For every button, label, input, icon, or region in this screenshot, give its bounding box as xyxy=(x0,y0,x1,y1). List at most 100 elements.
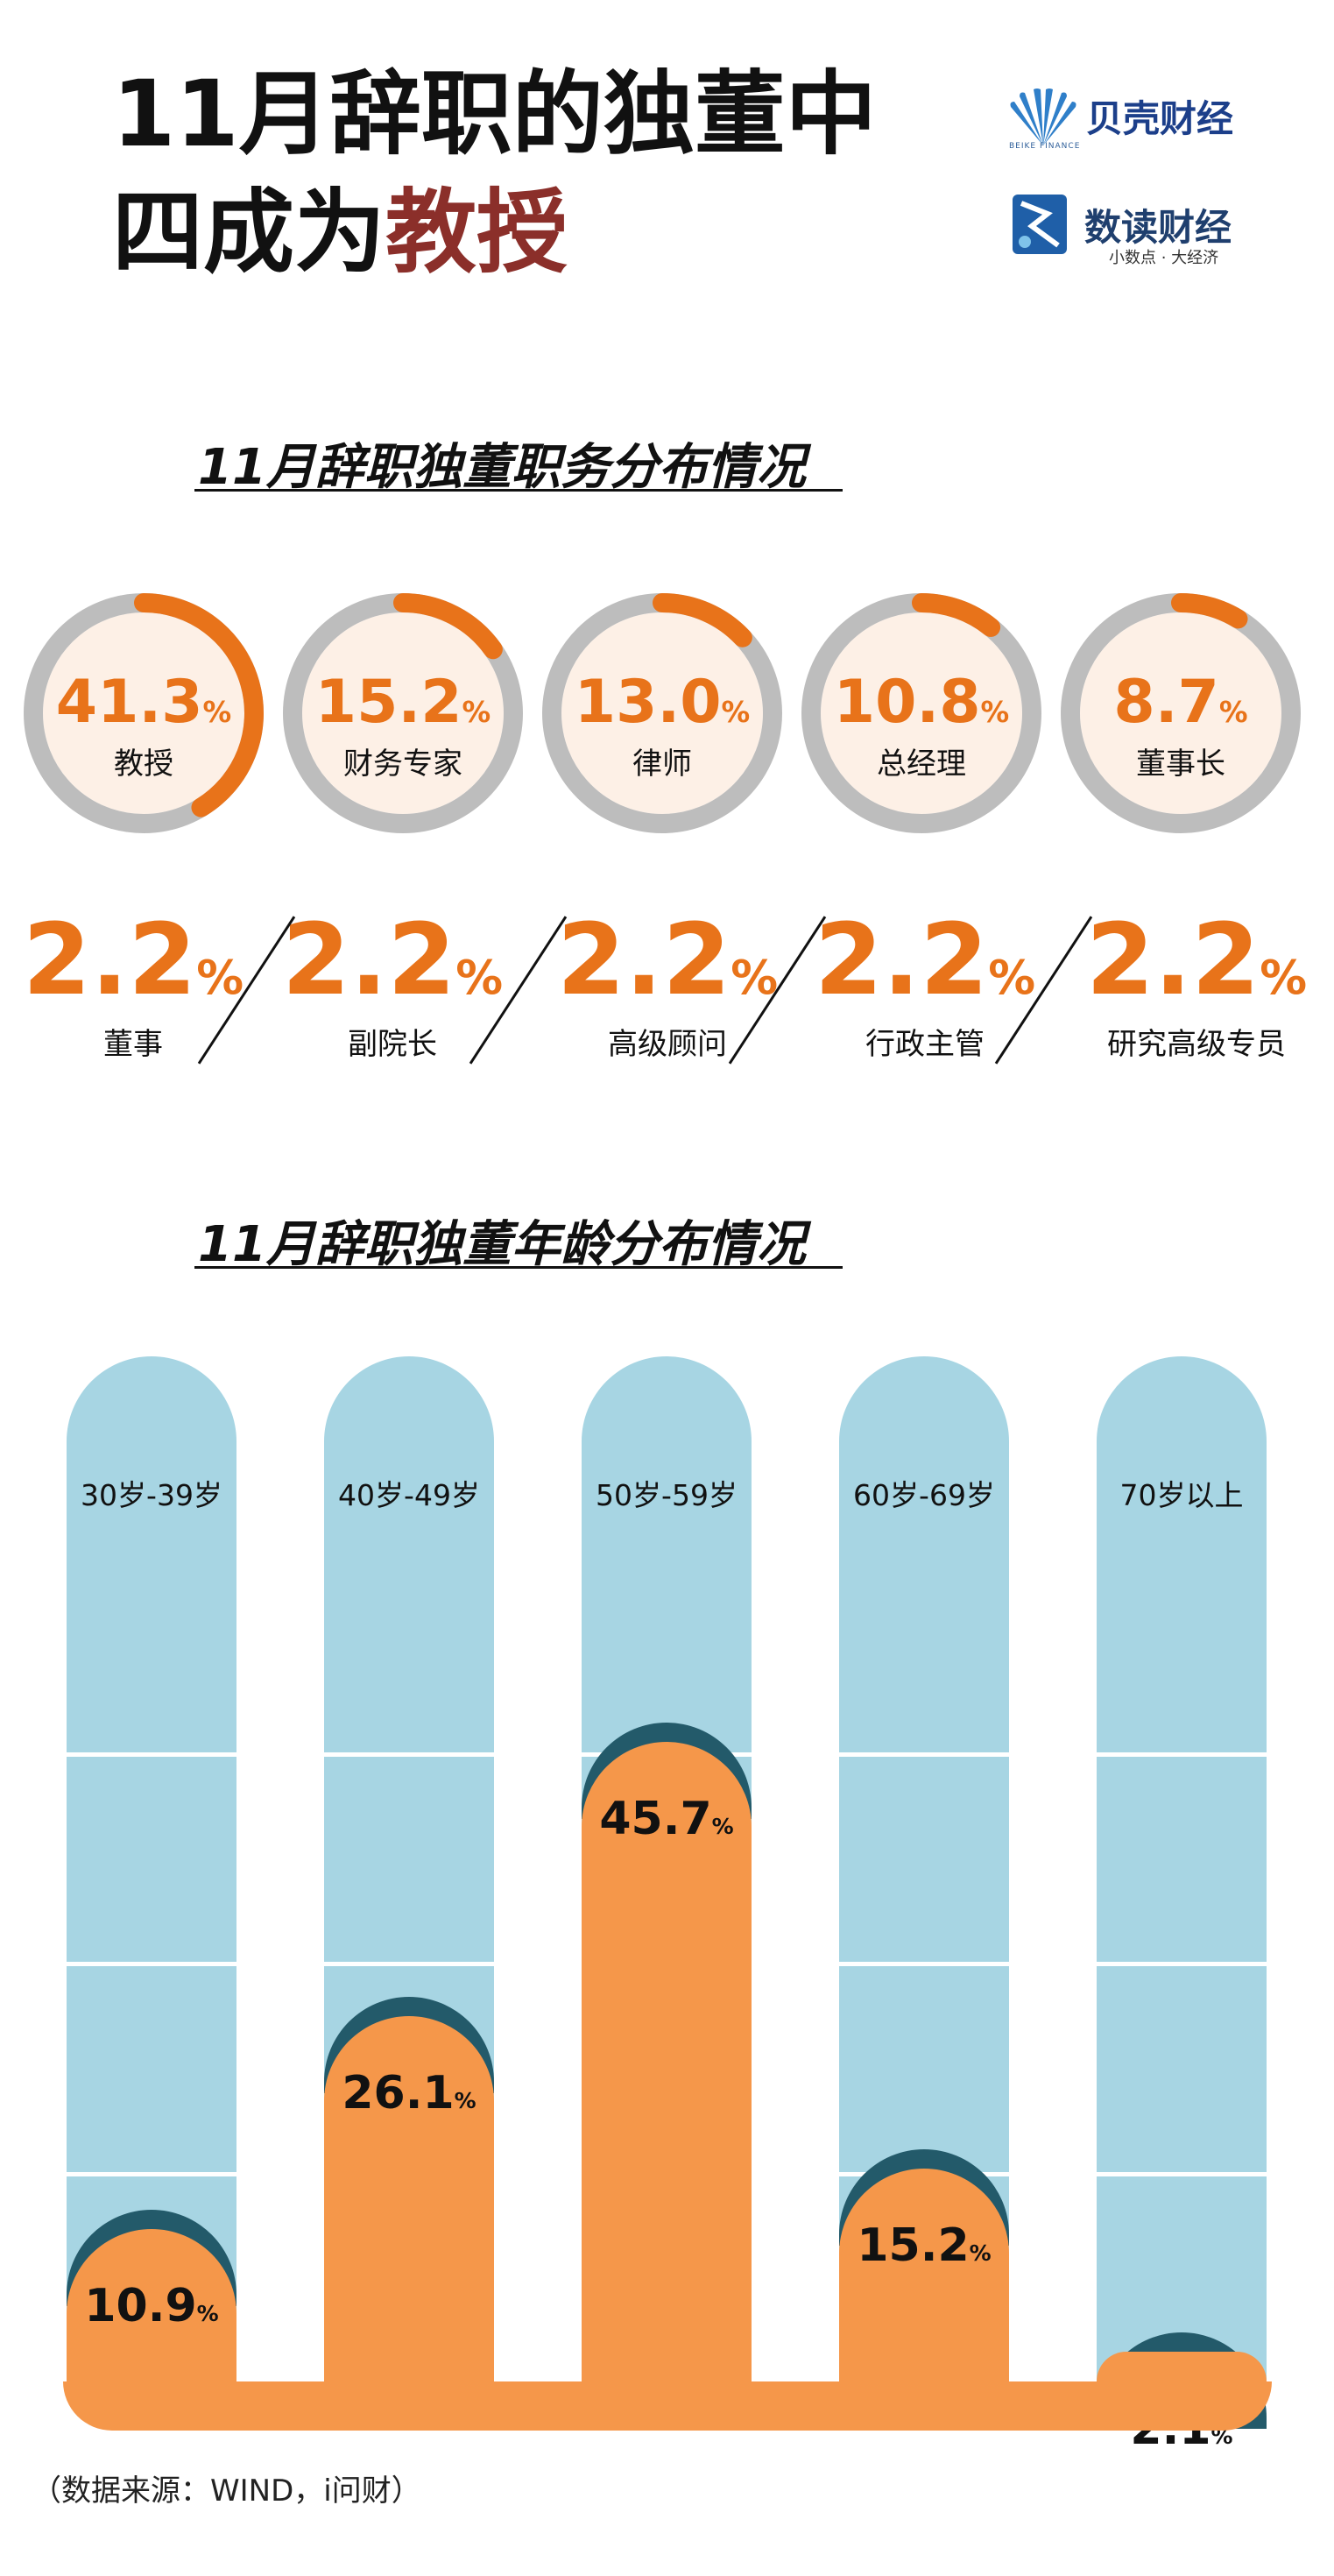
pie-slice-4 xyxy=(912,593,1001,637)
slice-category-label: 高级顾问 xyxy=(608,1027,727,1062)
section-title-positions: 11月辞职独董职务分布情况 xyxy=(198,439,806,496)
bar-value-label: 45.7% xyxy=(573,1796,760,1842)
slice-value-label: 2.2% xyxy=(279,911,506,1009)
slice-value-label: 2.2% xyxy=(811,911,1039,1009)
gridline xyxy=(839,1962,1009,1967)
gridline xyxy=(67,1962,236,1967)
slice-value-unit: % xyxy=(721,696,751,729)
bar-3 xyxy=(582,1742,752,2381)
slice-value-label: 15.2% xyxy=(279,673,527,732)
slice-value-unit: % xyxy=(1218,696,1248,729)
slice-value-number: 2.2 xyxy=(1085,903,1260,1017)
slice-category-label: 教授 xyxy=(114,747,173,782)
x-tick-label: 60岁-69岁 xyxy=(853,1478,995,1512)
ring-inner xyxy=(1080,612,1281,814)
slice-value-label: 2.2% xyxy=(554,911,781,1009)
bar-value-label: 26.1% xyxy=(315,2070,503,2116)
slice-category-label: 行政主管 xyxy=(865,1027,985,1062)
slice-value-label: 8.7% xyxy=(1056,673,1305,732)
beike-logo-text: 贝壳财经 xyxy=(1086,97,1234,140)
slice-value-label: 10.8% xyxy=(797,673,1046,732)
pie-slice-1 xyxy=(134,593,264,817)
ring-inner xyxy=(43,612,244,814)
shudu-logo-text: 数读财经 xyxy=(1084,206,1232,249)
pie-slice-3 xyxy=(653,593,752,648)
slice-value-number: 13.0 xyxy=(574,668,722,737)
shudu-icon xyxy=(1013,195,1067,254)
shudu-logo-subtext: 小数点 · 大经济 xyxy=(1109,249,1219,267)
column-background xyxy=(1097,1356,1267,2381)
pie-slice-2 xyxy=(393,593,503,660)
bar-2 xyxy=(324,2016,494,2381)
pie-slice-5 xyxy=(1171,593,1248,629)
slice-value-unit: % xyxy=(462,696,491,729)
slice-category-label: 副院长 xyxy=(348,1027,437,1062)
bar-value-label: 15.2% xyxy=(830,2223,1018,2268)
x-tick-label: 30岁-39岁 xyxy=(81,1478,222,1512)
slice-category-label: 财务专家 xyxy=(343,747,462,782)
slice-value-number: 2.2 xyxy=(814,903,989,1017)
ring-graphic xyxy=(24,593,264,833)
ring-inner xyxy=(561,612,763,814)
slice-value-unit: % xyxy=(988,950,1036,1005)
ring-graphic xyxy=(801,593,1041,833)
age-column-1: 30岁-39岁 10.9% xyxy=(67,1356,236,2381)
ring-2: 15.2% 财务专家 xyxy=(279,589,527,838)
gridline xyxy=(1097,1752,1267,1757)
slice-value-unit: % xyxy=(202,696,232,729)
bar-value-unit: % xyxy=(711,1814,734,1840)
bar-4 xyxy=(839,2169,1009,2381)
bar-value-number: 15.2 xyxy=(857,2219,970,2273)
slice-value-number: 41.3 xyxy=(55,668,203,737)
shudu-logo: 数读财经 小数点 · 大经济 xyxy=(1013,195,1275,267)
age-column-2: 40岁-49岁 26.1% xyxy=(324,1356,494,2381)
ring-3: 13.0% 律师 xyxy=(538,589,787,838)
ring-graphic xyxy=(283,593,523,833)
age-column-5: 70岁以上2.1% xyxy=(1097,1356,1267,2452)
slice-value-unit: % xyxy=(196,950,244,1005)
slice-value-number: 15.2 xyxy=(314,668,462,737)
section-rule-positions xyxy=(194,489,843,492)
x-tick-label: 70岁以上 xyxy=(1119,1478,1244,1512)
slice-category-label: 董事长 xyxy=(1136,747,1225,782)
beike-logo-subtext: BEIKE FINANCE xyxy=(1009,142,1081,151)
section-title-ages: 11月辞职独董年龄分布情况 xyxy=(198,1216,806,1273)
title-highlight: 教授 xyxy=(385,179,568,286)
slice-value-label: 2.2% xyxy=(19,911,247,1009)
ring-graphic xyxy=(1061,593,1301,833)
ring-graphic xyxy=(542,593,782,833)
beike-logo: 贝壳财经 BEIKE FINANCE xyxy=(1006,84,1268,154)
bar-value-number: 26.1 xyxy=(342,2067,455,2120)
bar-chart-base xyxy=(63,2381,1272,2431)
slice-value-unit: % xyxy=(455,950,504,1005)
ring-inner xyxy=(302,612,504,814)
x-tick-label: 50岁-59岁 xyxy=(596,1478,738,1512)
title-prefix: 四成为 xyxy=(112,179,386,286)
slice-category-label: 研究高级专员 xyxy=(1107,1027,1286,1062)
gridline xyxy=(324,1962,494,1967)
bar-value-label: 10.9% xyxy=(58,2283,245,2329)
bar-value-unit: % xyxy=(454,2088,476,2114)
slice-category-label: 总经理 xyxy=(877,747,966,782)
gridline xyxy=(1097,2171,1267,2176)
ring-inner xyxy=(821,612,1022,814)
slice-category-label: 律师 xyxy=(632,747,692,782)
gridline xyxy=(324,1752,494,1757)
slice-value-number: 10.8 xyxy=(833,668,981,737)
bar-1 xyxy=(67,2228,236,2381)
slice-category-label: 董事 xyxy=(103,1027,163,1062)
gridline xyxy=(839,1752,1009,1757)
ring-5: 8.7% 董事长 xyxy=(1056,589,1305,838)
bar-value-number: 45.7 xyxy=(599,1793,712,1846)
bar-value-number: 10.9 xyxy=(84,2279,197,2332)
ring-4: 10.8% 总经理 xyxy=(797,589,1046,838)
slice-value-unit: % xyxy=(731,950,779,1005)
bar-value-unit: % xyxy=(969,2240,992,2267)
slice-value-unit: % xyxy=(1260,950,1308,1005)
bar-5 xyxy=(1097,2352,1267,2381)
x-tick-label: 40岁-49岁 xyxy=(338,1478,480,1512)
section-rule-ages xyxy=(194,1266,843,1269)
slice-value-number: 2.2 xyxy=(556,903,731,1017)
gridline xyxy=(67,1752,236,1757)
slice-value-number: 2.2 xyxy=(22,903,197,1017)
